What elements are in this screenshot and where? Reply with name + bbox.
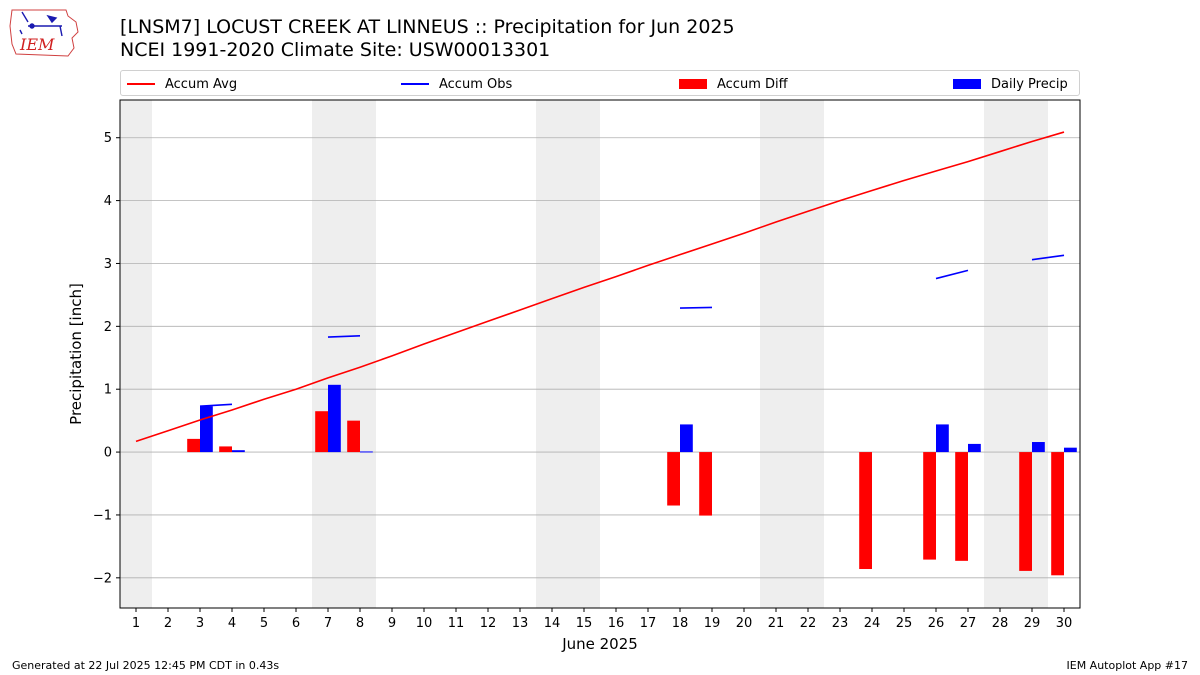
x-tick-label: 16 [608,616,625,631]
accum-obs-segment [1031,254,1065,261]
legend-label-accum-avg: Accum Avg [165,76,238,92]
logo-text: IEM [19,35,55,54]
accum-diff-bar [1051,452,1064,576]
x-axis-label: June 2025 [561,635,638,653]
accum-diff-bar [1019,452,1032,571]
y-tick-label: 2 [104,320,112,335]
x-tick-label: 17 [640,616,657,631]
x-tick-label: 19 [704,616,721,631]
legend-label-daily-precip: Daily Precip [991,76,1068,92]
accum-obs-segment [327,334,361,338]
x-tick-label: 6 [292,616,300,631]
x-tick-label: 10 [416,616,433,631]
y-tick-label: 1 [104,383,112,398]
y-tick-label: 4 [104,194,112,209]
accum-obs-segment [935,269,969,280]
accum-avg-line [135,131,1065,443]
y-tick-label: 0 [104,446,112,461]
x-tick-label: 3 [196,616,204,631]
x-tick-label: 23 [832,616,849,631]
x-tick-label: 21 [768,616,785,631]
daily-precip-bar [200,406,213,453]
legend-item-accum-avg: Accum Avg [127,75,237,93]
daily-precip-bar [328,384,341,453]
y-tick-label: 3 [104,257,112,272]
accum-diff-bar [699,452,712,516]
accum-diff-bar [347,420,360,453]
accum-diff-bar [315,411,328,453]
iem-logo: IEM [9,9,79,57]
accum-diff-bar [955,452,968,561]
x-tick-label: 4 [228,616,236,631]
footer-app-text: IEM Autoplot App #17 [1066,659,1189,672]
x-tick-label: 12 [480,616,497,631]
weekend-shade [536,100,600,608]
weekend-shade [120,100,152,608]
footer-generated-text: Generated at 22 Jul 2025 12:45 PM CDT in… [12,659,280,672]
x-tick-label: 11 [448,616,465,631]
legend-item-accum-diff: Accum Diff [679,75,788,93]
accum-diff-bar [187,438,200,453]
y-axis-label: Precipitation [inch] [67,283,85,425]
daily-precip-bar [936,424,949,453]
x-tick-label: 15 [576,616,593,631]
chart-subtitle: NCEI 1991-2020 Climate Site: USW00013301 [120,39,551,61]
x-tick-label: 7 [324,616,332,631]
x-tick-label: 5 [260,616,268,631]
x-tick-label: 9 [388,616,396,631]
plot-frame [119,99,1081,609]
daily-precip-bar [968,443,981,453]
daily-precip-bar [1032,442,1045,453]
legend-swatch-accum-obs [401,83,429,85]
legend-swatch-accum-diff [679,79,707,89]
x-tick-label: 22 [800,616,817,631]
chart-title: [LNSM7] LOCUST CREEK AT LINNEUS :: Preci… [120,16,735,38]
legend-swatch-accum-avg [127,83,155,85]
weather-station-icon [19,11,63,37]
weekend-shade [312,100,376,608]
x-tick-label: 2 [164,616,172,631]
y-tick-label: −2 [93,571,112,586]
accum-diff-bar [923,452,936,560]
x-tick-label: 30 [1056,616,1073,631]
weekend-shade [760,100,824,608]
x-tick-label: 14 [544,616,561,631]
x-tick-label: 8 [356,616,364,631]
legend-swatch-daily-precip [953,79,981,89]
x-tick-label: 13 [512,616,529,631]
accum-obs-segment [199,403,233,407]
x-tick-label: 25 [896,616,913,631]
daily-precip-bar [232,450,245,453]
accum-diff-bar [667,452,680,506]
accum-obs-segment [679,306,713,309]
legend-item-daily-precip: Daily Precip [953,75,1068,93]
daily-precip-bar [1064,447,1077,453]
x-tick-label: 1 [132,616,140,631]
legend-item-accum-obs: Accum Obs [401,75,512,93]
daily-precip-bar [360,451,373,453]
x-tick-label: 20 [736,616,753,631]
x-tick-label: 18 [672,616,689,631]
y-tick-label: 5 [104,131,112,146]
legend-label-accum-diff: Accum Diff [717,76,788,92]
legend-label-accum-obs: Accum Obs [439,76,513,92]
x-tick-label: 26 [928,616,945,631]
x-tick-label: 24 [864,616,881,631]
x-tick-label: 29 [1024,616,1041,631]
x-tick-label: 27 [960,616,977,631]
weekend-shade [984,100,1048,608]
accum-diff-bar [219,446,232,453]
x-tick-label: 28 [992,616,1009,631]
chart-legend: Accum Avg Accum Obs Accum Diff Daily Pre… [120,70,1080,96]
daily-precip-bar [680,424,693,453]
accum-diff-bar [859,452,872,570]
y-tick-label: −1 [93,508,112,523]
